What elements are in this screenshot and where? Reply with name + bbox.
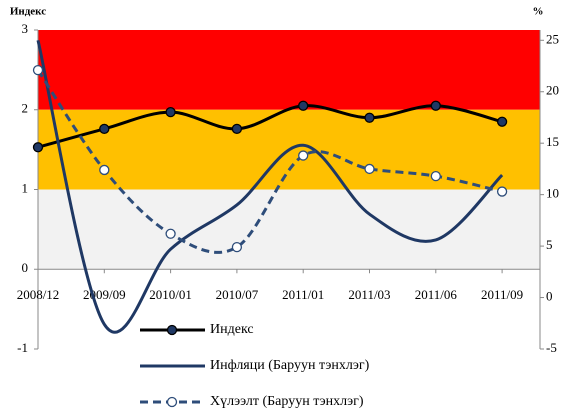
marker	[165, 106, 176, 118]
marker	[430, 170, 441, 182]
y2-tick-label: 15	[546, 134, 559, 149]
legend-marker	[166, 324, 178, 336]
marker	[231, 241, 243, 253]
x-tick-label: 2008/12	[17, 287, 60, 302]
legend-label: Хүлээлт (Баруун тэнхлэг)	[210, 394, 364, 409]
marker	[231, 123, 243, 135]
marker	[496, 186, 508, 197]
marker	[99, 164, 110, 176]
legend-label: Индекс	[210, 322, 254, 337]
x-tick-label: 2009/09	[83, 287, 126, 302]
marker	[298, 150, 309, 161]
y2-tick-label: -5	[546, 340, 557, 355]
marker	[32, 142, 44, 153]
x-tick-label: 2010/01	[149, 287, 192, 302]
marker	[430, 100, 441, 111]
y-tick-label: -1	[17, 340, 28, 355]
marker	[298, 100, 309, 111]
band	[38, 189, 540, 270]
y-tick-label: 1	[22, 180, 29, 195]
marker	[496, 116, 508, 127]
y-tick-label: 0	[22, 260, 29, 275]
x-tick-label: 2011/03	[348, 287, 390, 302]
marker	[364, 112, 375, 123]
marker	[364, 163, 375, 175]
series-line	[37, 104, 503, 149]
y-axis-label: Индекс	[10, 6, 46, 18]
x-tick-label: 2011/06	[415, 287, 458, 302]
band	[38, 30, 540, 110]
series-line	[36, 39, 504, 334]
x-tick-label: 2011/01	[282, 287, 324, 302]
legend-label: Инфляци (Баруун тэнхлэг)	[210, 358, 370, 373]
x-tick-label: 2011/09	[481, 287, 523, 302]
y2-tick-label: 25	[546, 31, 559, 46]
y-tick-label: 3	[22, 21, 29, 36]
x-tick-label: 2010/07	[216, 287, 259, 302]
marker	[32, 64, 44, 76]
marker	[165, 228, 176, 239]
y2-axis-label: %	[533, 6, 544, 18]
y2-tick-label: 5	[546, 237, 553, 252]
marker	[99, 123, 110, 135]
legend-marker	[166, 396, 178, 408]
y-tick-label: 2	[22, 101, 29, 116]
y2-tick-label: 0	[546, 289, 553, 304]
y2-tick-label: 20	[546, 83, 559, 98]
y2-tick-label: 10	[546, 186, 559, 201]
